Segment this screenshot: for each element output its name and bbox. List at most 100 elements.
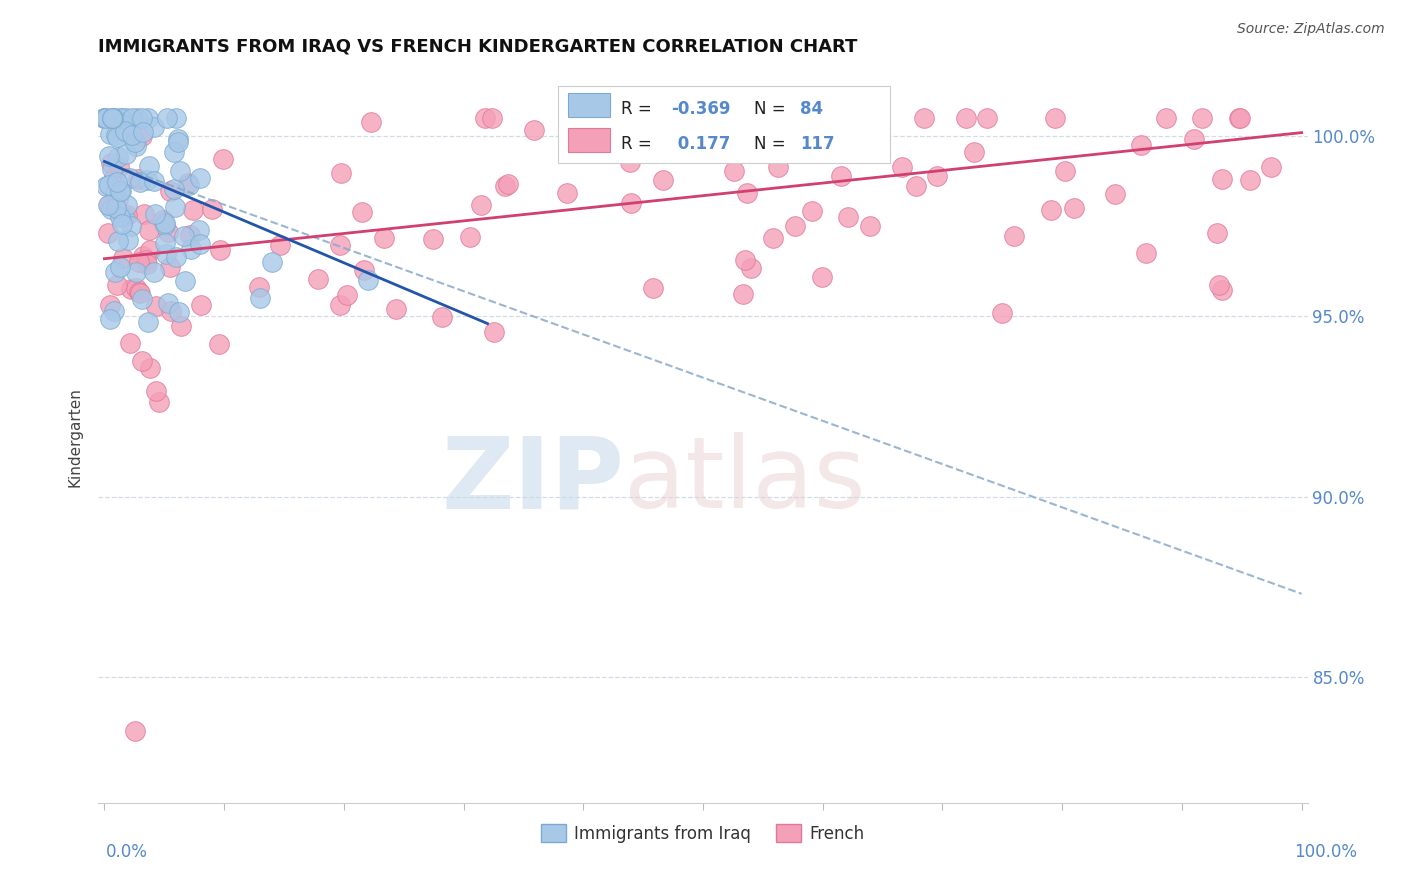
- Point: [249, 291, 271, 305]
- Point: [430, 310, 453, 324]
- Point: [188, 237, 211, 252]
- Point: [110, 112, 132, 126]
- Point: [100, 161, 122, 176]
- Point: [159, 260, 181, 275]
- Point: [93, 112, 115, 126]
- Point: [111, 217, 134, 231]
- Text: 117: 117: [800, 135, 834, 153]
- Point: [98, 311, 121, 326]
- Point: [138, 222, 160, 236]
- Text: 0.177: 0.177: [672, 135, 730, 153]
- Point: [138, 159, 160, 173]
- Point: [155, 218, 177, 232]
- Point: [474, 112, 496, 126]
- Point: [735, 186, 758, 200]
- Text: 0.0%: 0.0%: [105, 843, 148, 861]
- Bar: [568, 94, 610, 118]
- Point: [494, 178, 516, 193]
- Point: [162, 182, 184, 196]
- Point: [114, 124, 136, 138]
- Point: [523, 123, 546, 137]
- Point: [740, 261, 762, 276]
- Point: [105, 130, 128, 145]
- Point: [783, 219, 806, 233]
- Point: [1156, 112, 1178, 126]
- Point: [103, 304, 125, 318]
- Point: [620, 195, 643, 210]
- Point: [1063, 201, 1085, 215]
- Point: [145, 384, 167, 398]
- Point: [260, 255, 283, 269]
- Point: [329, 298, 352, 312]
- Point: [555, 186, 578, 201]
- Point: [373, 231, 395, 245]
- Point: [169, 318, 191, 333]
- Point: [97, 198, 120, 212]
- Point: [114, 112, 136, 126]
- Point: [176, 177, 198, 191]
- Point: [143, 207, 166, 221]
- Point: [131, 128, 153, 143]
- Point: [905, 179, 928, 194]
- Point: [360, 114, 382, 128]
- Point: [830, 169, 852, 183]
- Point: [136, 257, 159, 271]
- Point: [775, 129, 797, 144]
- Point: [97, 226, 120, 240]
- Point: [107, 160, 129, 174]
- Point: [145, 299, 167, 313]
- Point: [159, 184, 181, 198]
- Point: [188, 171, 211, 186]
- Point: [891, 160, 914, 174]
- Point: [127, 112, 149, 126]
- Point: [167, 132, 190, 146]
- Point: [110, 112, 132, 126]
- Point: [167, 304, 190, 318]
- Point: [104, 112, 127, 126]
- Point: [128, 175, 150, 189]
- Point: [801, 204, 824, 219]
- Point: [912, 112, 935, 126]
- Point: [209, 243, 232, 257]
- Point: [125, 281, 148, 295]
- Point: [117, 233, 139, 247]
- Point: [107, 192, 129, 206]
- Point: [115, 198, 138, 212]
- Point: [731, 287, 754, 301]
- Point: [173, 229, 195, 244]
- Point: [762, 230, 785, 244]
- Point: [1211, 172, 1233, 186]
- Point: [153, 236, 176, 251]
- Point: [98, 127, 121, 141]
- Point: [120, 282, 142, 296]
- Point: [350, 205, 373, 219]
- Point: [955, 112, 977, 126]
- Point: [125, 139, 148, 153]
- Point: [1260, 161, 1282, 175]
- Point: [112, 210, 135, 224]
- Legend: Immigrants from Iraq, French: Immigrants from Iraq, French: [534, 818, 872, 849]
- Point: [104, 201, 127, 215]
- Point: [190, 297, 212, 311]
- Point: [187, 223, 209, 237]
- Point: [963, 145, 986, 160]
- Point: [173, 274, 195, 288]
- Point: [96, 112, 118, 126]
- Text: 84: 84: [800, 101, 823, 119]
- Point: [329, 166, 352, 180]
- Text: N =: N =: [754, 135, 790, 153]
- Point: [269, 237, 291, 252]
- Point: [1053, 163, 1076, 178]
- Point: [357, 273, 380, 287]
- Point: [152, 213, 174, 227]
- Point: [860, 130, 883, 145]
- Bar: [568, 128, 610, 152]
- Point: [98, 298, 121, 312]
- Point: [108, 260, 131, 274]
- Point: [308, 271, 330, 285]
- Point: [1211, 283, 1233, 297]
- Point: [165, 250, 187, 264]
- Point: [208, 336, 231, 351]
- Point: [1039, 202, 1062, 217]
- Point: [1239, 173, 1261, 187]
